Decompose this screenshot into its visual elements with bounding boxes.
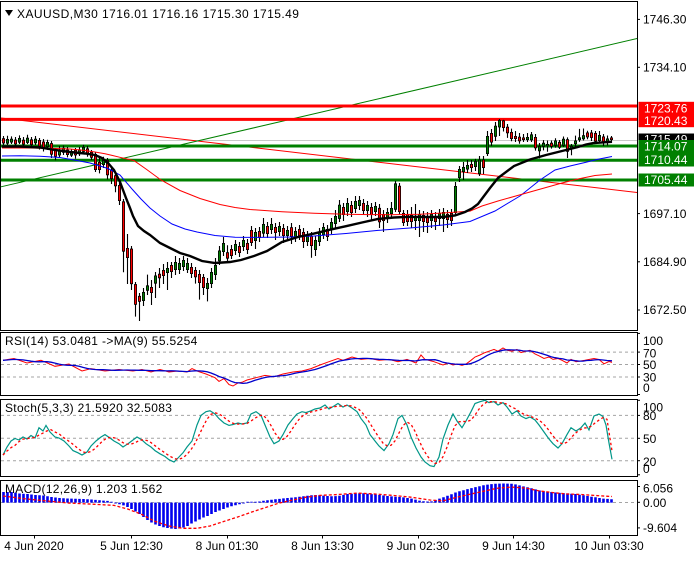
svg-text:100: 100 — [643, 334, 663, 348]
svg-text:1734.10: 1734.10 — [643, 61, 687, 75]
svg-text:1714.07: 1714.07 — [644, 140, 688, 154]
svg-text:6.056: 6.056 — [643, 482, 673, 496]
svg-text:10 Jun 03:30: 10 Jun 03:30 — [574, 539, 644, 553]
svg-text:0.00: 0.00 — [643, 496, 667, 510]
svg-text:-9.604: -9.604 — [643, 521, 677, 535]
svg-text:1672.50: 1672.50 — [643, 303, 687, 317]
svg-text:0: 0 — [643, 462, 650, 476]
svg-text:1746.30: 1746.30 — [643, 13, 687, 27]
svg-text:Stoch(5,3,3) 21.5920 32.5083: Stoch(5,3,3) 21.5920 32.5083 — [5, 401, 172, 415]
svg-text:1720.43: 1720.43 — [644, 114, 688, 128]
svg-text:9 Jun 14:30: 9 Jun 14:30 — [482, 539, 545, 553]
svg-text:30: 30 — [643, 371, 657, 385]
svg-text:80: 80 — [643, 409, 657, 423]
svg-text:4 Jun 2020: 4 Jun 2020 — [4, 539, 64, 553]
svg-text:RSI(14) 53.0481 ->MA(9) 55.52: RSI(14) 53.0481 ->MA(9) 55.5254 — [5, 334, 198, 348]
svg-text:1697.10: 1697.10 — [643, 207, 687, 221]
svg-text:1723.76: 1723.76 — [644, 101, 688, 115]
svg-text:5 Jun 12:30: 5 Jun 12:30 — [100, 539, 163, 553]
svg-text:50: 50 — [643, 358, 657, 372]
svg-text:0: 0 — [643, 381, 650, 395]
svg-text:100: 100 — [643, 400, 663, 414]
svg-text:1684.90: 1684.90 — [643, 255, 687, 269]
svg-text:50: 50 — [643, 432, 657, 446]
svg-text:8 Jun 01:30: 8 Jun 01:30 — [196, 539, 259, 553]
svg-text:70: 70 — [643, 347, 657, 361]
svg-text:20: 20 — [643, 455, 657, 469]
svg-text:1705.44: 1705.44 — [644, 173, 688, 187]
svg-text:8 Jun 13:30: 8 Jun 13:30 — [291, 539, 354, 553]
svg-text:XAUUSD,M30 1716.01 1716.16 17: XAUUSD,M30 1716.01 1716.16 1715.30 1715.… — [17, 7, 299, 21]
svg-text:MACD(12,26,9) 1.203 1.562: MACD(12,26,9) 1.203 1.562 — [5, 482, 163, 496]
svg-text:9 Jun 02:30: 9 Jun 02:30 — [387, 539, 450, 553]
svg-text:1710.44: 1710.44 — [644, 153, 688, 167]
